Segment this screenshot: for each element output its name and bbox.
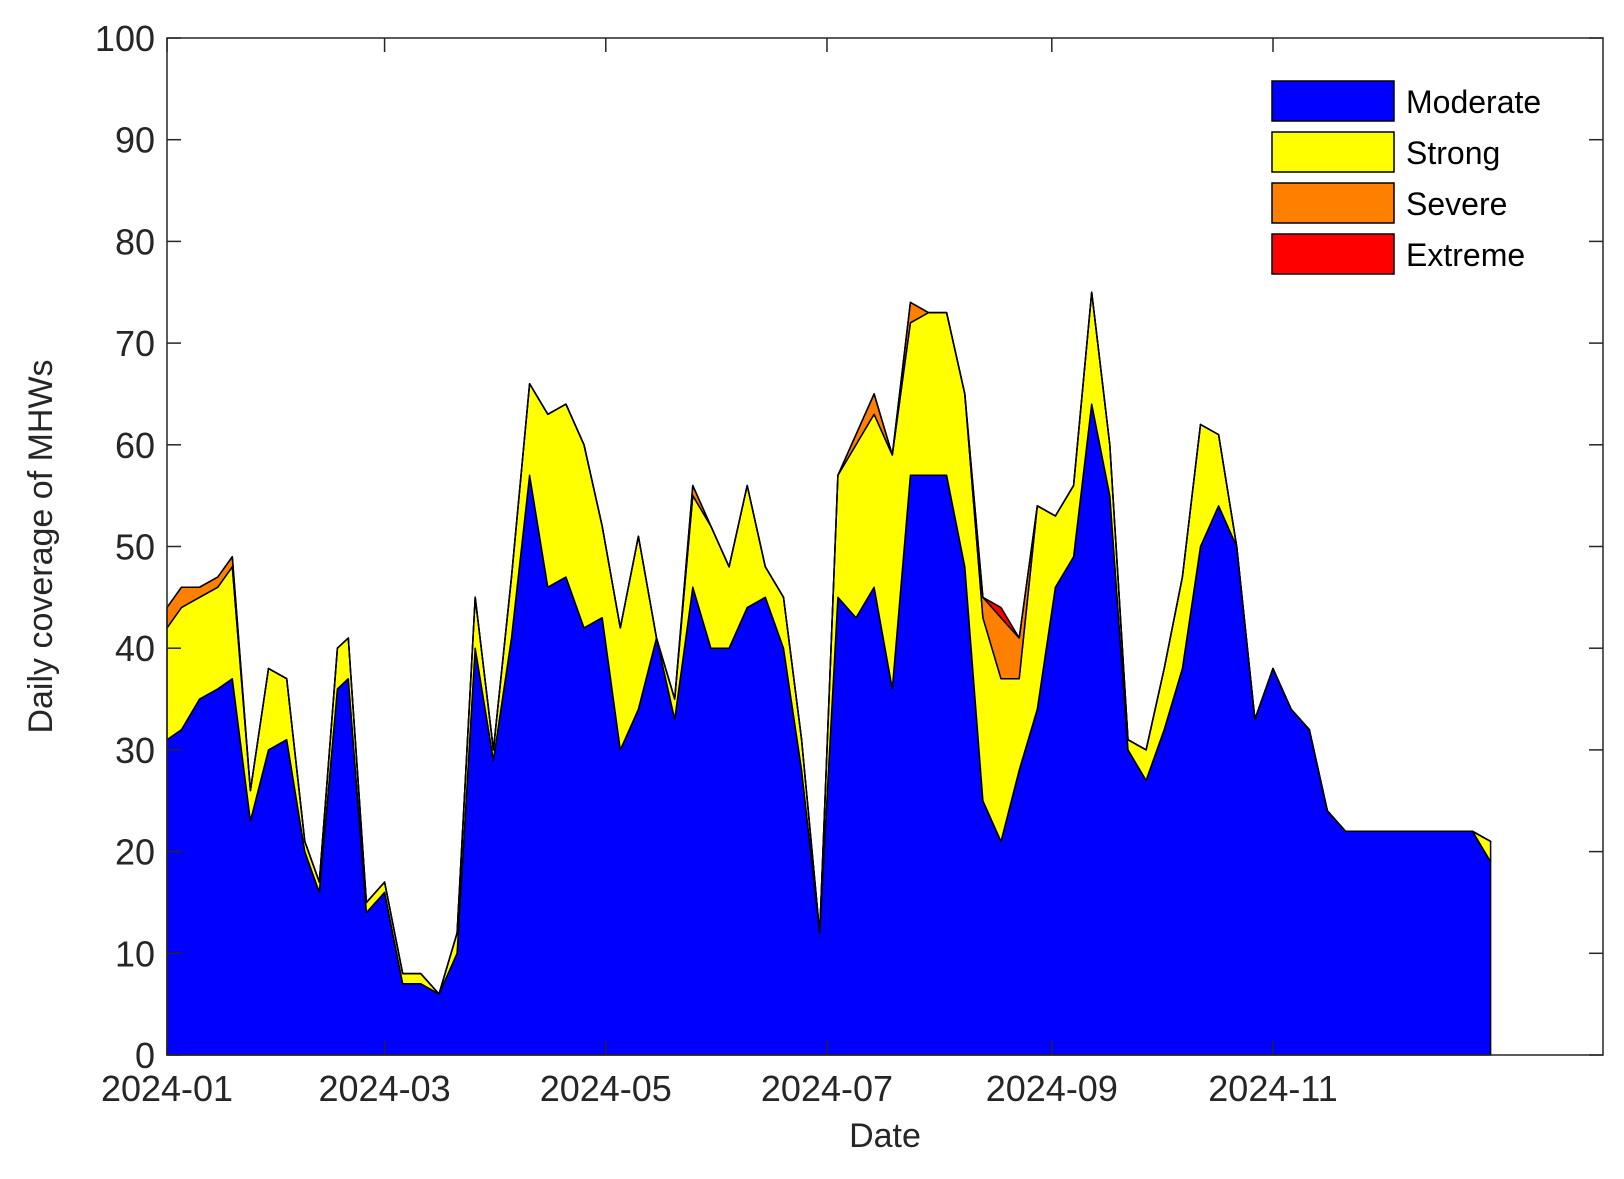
legend-label-strong: Strong	[1406, 135, 1500, 171]
legend-swatch-severe	[1271, 182, 1395, 224]
y-tick-label: 30	[115, 730, 155, 771]
legend-swatch-strong	[1271, 131, 1395, 173]
legend-label-moderate: Moderate	[1406, 84, 1541, 120]
x-tick-label: 2024-07	[761, 1068, 893, 1109]
y-tick-label: 60	[115, 425, 155, 466]
y-tick-label: 50	[115, 527, 155, 568]
y-axis: 0 10 20 30 40 50 60 70 80 90 100	[95, 18, 1603, 1076]
y-tick-label: 90	[115, 120, 155, 161]
x-tick-label: 2024-11	[1208, 1068, 1337, 1109]
x-axis: 2024-01 2024-03 2024-05 2024-07 2024-09 2024-…	[101, 38, 1338, 1109]
legend: Moderate Strong Severe Extreme	[1271, 80, 1541, 275]
x-tick-label: 2024-01	[101, 1068, 233, 1109]
x-tick-label: 2024-05	[540, 1068, 672, 1109]
legend-label-extreme: Extreme	[1406, 237, 1525, 273]
y-tick-label: 40	[115, 628, 155, 669]
y-tick-label: 80	[115, 221, 155, 262]
x-axis-title: Date	[849, 1117, 921, 1155]
legend-swatch-moderate	[1271, 80, 1395, 122]
y-tick-label: 20	[115, 832, 155, 873]
y-tick-label: 70	[115, 323, 155, 364]
y-tick-label: 0	[135, 1035, 155, 1076]
y-axis-title: Daily coverage of MHWs	[22, 359, 60, 733]
y-tick-label: 10	[115, 933, 155, 974]
area-extreme	[166, 291, 1492, 995]
y-tick-label: 100	[95, 18, 155, 59]
legend-swatch-extreme	[1271, 233, 1395, 275]
legend-label-severe: Severe	[1406, 186, 1507, 222]
x-tick-label: 2024-09	[986, 1068, 1118, 1109]
x-tick-label: 2024-03	[319, 1068, 451, 1109]
